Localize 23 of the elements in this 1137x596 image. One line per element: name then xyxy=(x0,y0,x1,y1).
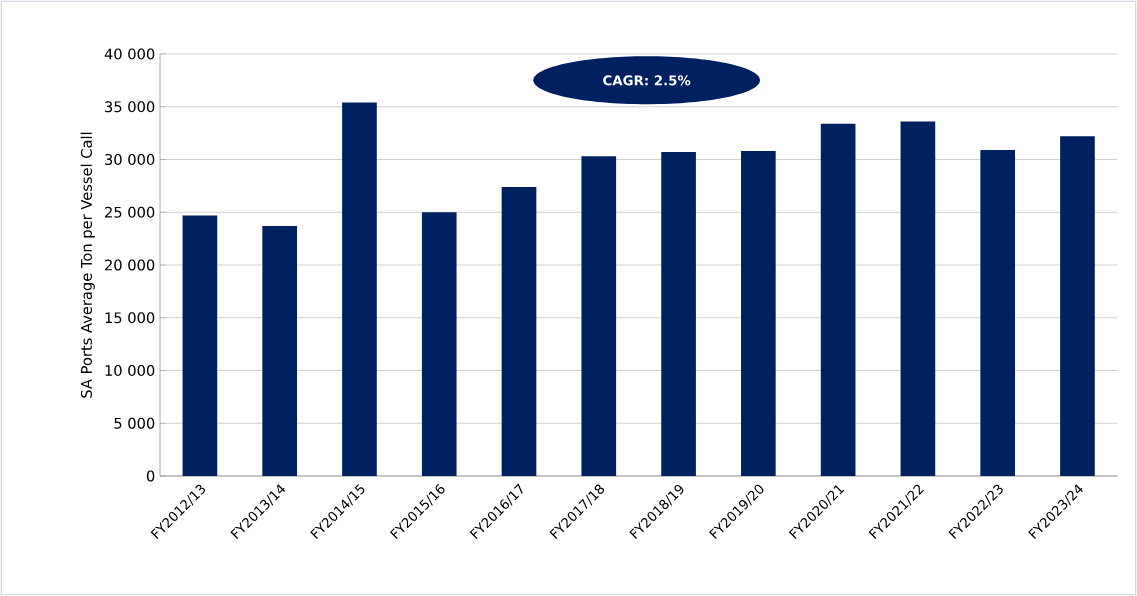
y-tick-label: 20 000 xyxy=(105,259,155,271)
bar xyxy=(741,151,776,476)
bar xyxy=(182,215,218,476)
bar xyxy=(661,152,696,476)
y-tick-label: 15 000 xyxy=(105,312,155,324)
y-tick-label: 25 000 xyxy=(105,206,155,218)
bar xyxy=(581,156,617,476)
y-tick-label: 10 000 xyxy=(105,364,155,377)
bar xyxy=(820,123,856,476)
y-tick-label: 5 000 xyxy=(114,417,155,429)
bar xyxy=(980,150,1016,476)
y-axis-title: SA Ports Average Ton per Vessel Call xyxy=(80,132,95,398)
bar xyxy=(421,212,457,476)
y-tick-label: 30 000 xyxy=(105,153,155,166)
bar xyxy=(1060,136,1095,476)
y-tick-label: 40 000 xyxy=(104,48,155,60)
bar xyxy=(262,225,298,476)
bar xyxy=(342,102,377,476)
annotation: CAGR: 2.5% xyxy=(603,75,691,86)
y-tick-label: 35 000 xyxy=(105,101,155,113)
bar xyxy=(900,121,936,476)
y-tick-label: 0 xyxy=(146,470,155,482)
bar xyxy=(501,186,537,476)
